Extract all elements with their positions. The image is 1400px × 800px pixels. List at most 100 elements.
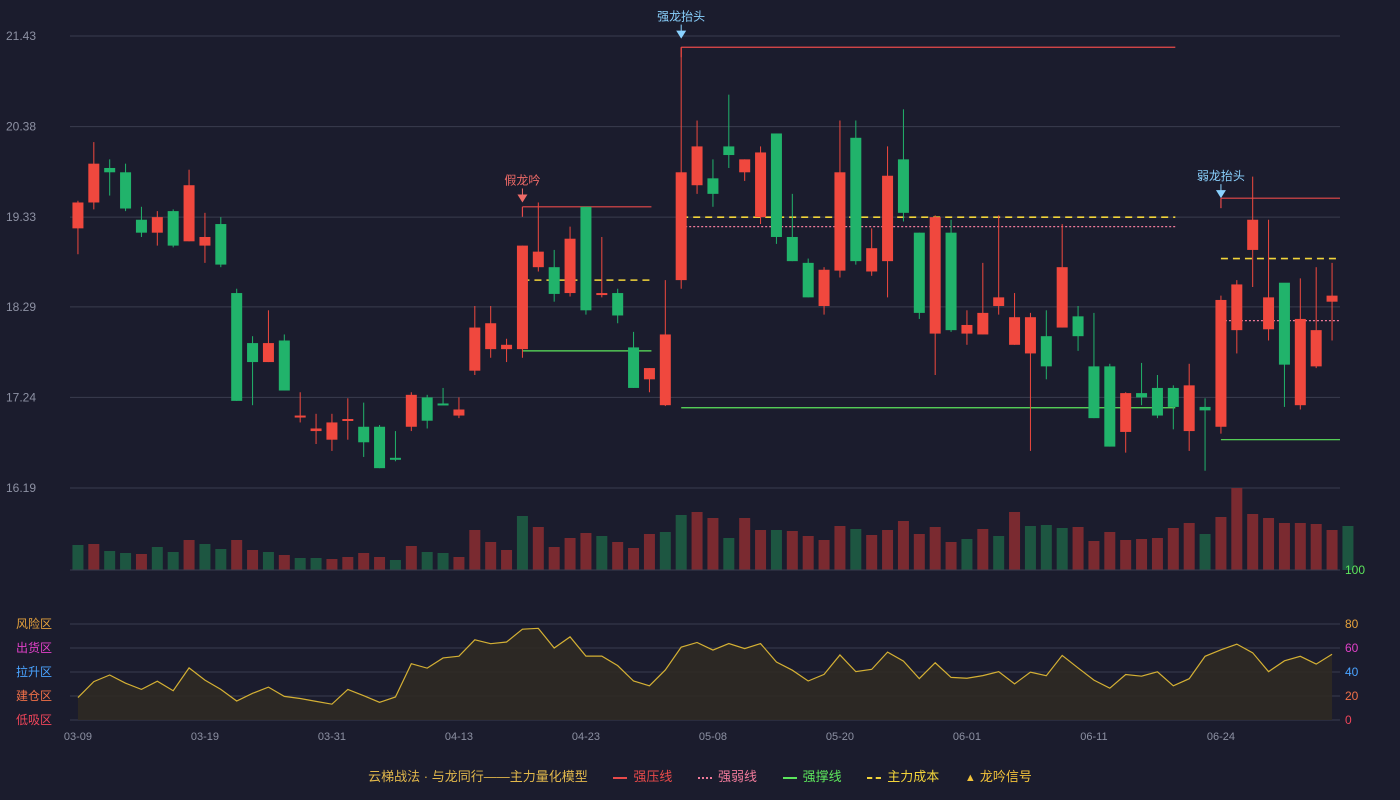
oscillator-tick-label: 20 [1345,689,1359,703]
volume-bar [1294,523,1306,570]
volume-bar [1310,524,1322,570]
volume-bar [104,551,116,570]
candle-body [643,368,655,380]
signal-label: 弱龙抬头 [1197,169,1245,183]
candle-body [231,293,243,401]
volume-bar [723,538,735,570]
volume-bar [707,518,719,570]
candle-body [850,137,862,262]
volume-bar [691,512,703,570]
candle-body [1199,406,1211,411]
candle-body [1056,267,1068,328]
candle-body [945,232,957,331]
volume-bar [1120,540,1132,570]
candle-body [88,163,100,203]
volume-bar [516,516,528,570]
volume-bar [929,527,941,570]
legend-title: 云梯战法 · 与龙同行——主力量化模型 [368,769,588,784]
volume-bar [262,552,274,570]
price-axis: 21.43 20.38 19.33 18.29 17.24 16.19 [6,29,36,495]
candle-body [104,167,116,173]
legend-swatch-resistance [613,776,628,779]
zone-label: 拉升区 [16,664,52,679]
legend-swatch-support [782,776,797,779]
candle-body [358,426,370,443]
volume-bar [1215,517,1227,570]
volume-bar [1024,526,1036,570]
volume-bar [453,557,465,570]
legend-label-resistance: 强压线 [633,769,673,784]
volume-bar [945,542,957,570]
date-tick-label: 04-13 [445,731,473,743]
volume-bar [231,540,243,570]
candle-body [437,403,449,406]
zone-label: 风险区 [16,616,52,631]
volume-bar [1326,530,1338,570]
date-axis: 03-09 03-19 03-31 04-13 04-23 05-08 05-20 06-01… [64,731,1235,743]
volume-bar [199,544,211,570]
date-tick-label: 03-09 [64,731,92,743]
candle-body [183,185,195,242]
candle-body [326,422,338,440]
volume-bar [294,558,306,570]
legend-item-signal[interactable]: ▲ 龙吟信号 [965,766,1032,785]
chart-legend: 云梯战法 · 与龙同行——主力量化模型 强压线 强弱线 强撑线 主力成本 ▲ 龙吟… [0,766,1400,785]
volume-bar [1183,523,1195,570]
volume-bar [802,536,814,570]
candle-body [786,236,798,262]
candle-body [723,146,735,156]
volume-bar [183,540,195,570]
candle-body [866,248,878,272]
volume-bar [818,540,830,570]
volume-bar [993,536,1005,570]
date-tick-label: 03-19 [191,731,219,743]
volume-bar [88,544,100,570]
volume-bar [866,535,878,570]
candle-body [1167,387,1179,407]
price-tick-label: 19.33 [6,210,36,224]
candle-body [135,219,147,233]
volume-bar [1231,488,1243,570]
volume-bar [850,529,862,570]
candle-body [596,293,608,296]
candle-body [659,334,671,406]
volume-bar [913,534,925,570]
volume-bar [151,547,163,570]
candle-body [1151,387,1163,416]
candle-body [1024,317,1036,354]
candle-body [739,159,751,173]
volume-bars [72,488,1354,570]
candle-body [675,172,687,281]
volume-bar [596,536,608,570]
candle-body [1278,282,1290,365]
candle-body [882,175,894,262]
legend-label-weak: 强弱线 [718,769,758,784]
candle-body [374,426,386,469]
candle-body [1136,393,1148,398]
volume-bar [532,527,544,570]
signal-arrow-icon [1215,190,1226,199]
volume-bar [72,545,84,570]
legend-item-cost[interactable]: 主力成本 [867,766,939,785]
oscillator-tick-label: 40 [1345,665,1359,679]
volume-bar [1247,514,1259,570]
price-tick-label: 18.29 [6,300,36,314]
candle-body [755,152,767,218]
oscillator-line [77,627,1333,705]
signal-arrow-icon [676,30,687,39]
legend-item-resistance[interactable]: 强压线 [613,766,672,785]
candle-body [564,238,576,294]
volume-bar [135,554,147,570]
volume-bar [786,531,798,570]
candle-body [167,211,179,246]
legend-item-weak[interactable]: 强弱线 [698,766,757,785]
candle-body [72,202,84,229]
volume-bar [897,521,909,570]
legend-item-support[interactable]: 强撑线 [782,766,842,785]
volume-bar [120,553,132,570]
legend-label-cost: 主力成本 [887,769,940,784]
volume-bar [437,553,449,570]
oscillator-area [77,628,1333,720]
volume-bar [659,532,671,570]
